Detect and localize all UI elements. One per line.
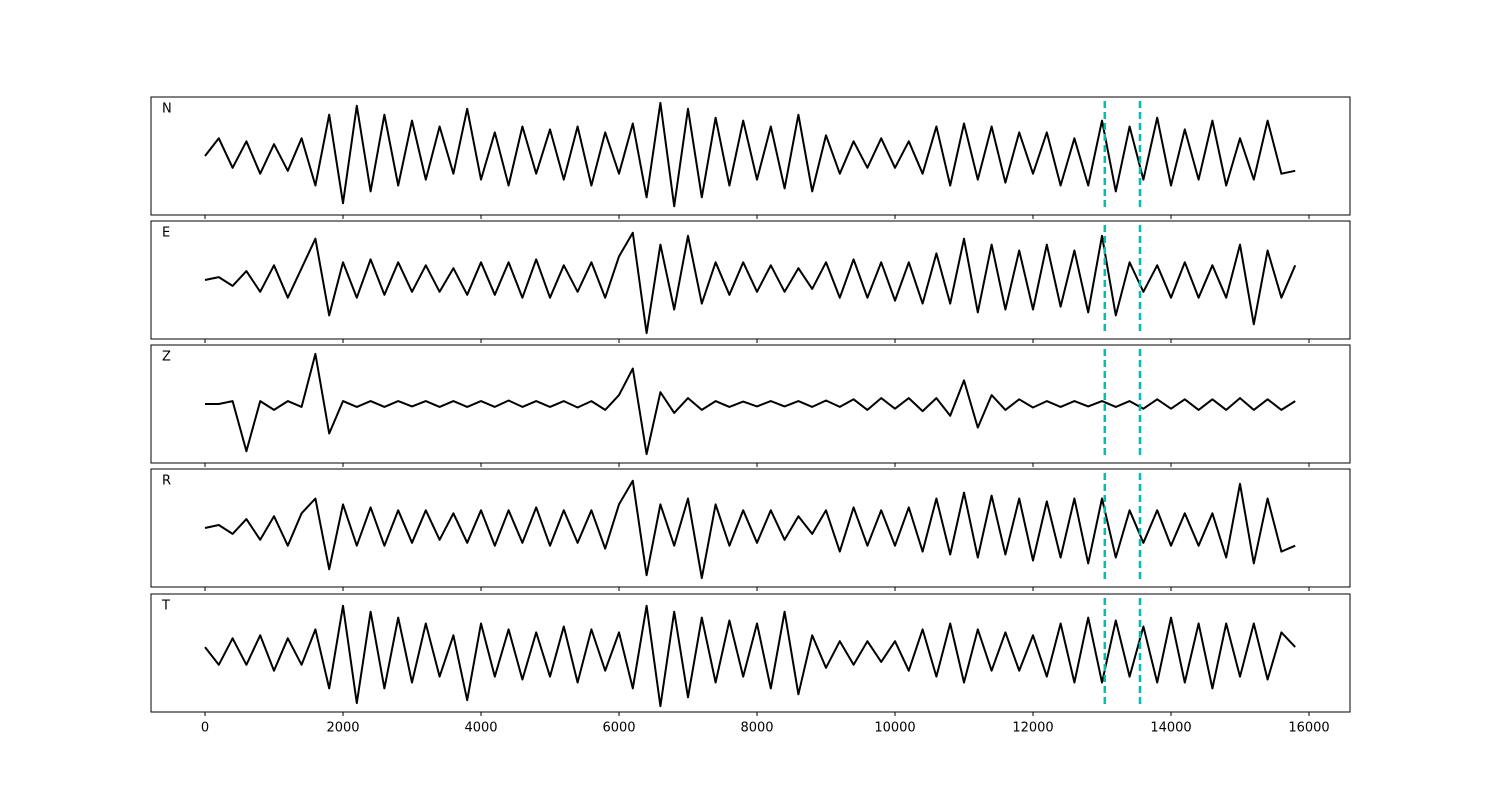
axes-border [150,593,1351,713]
x-tick-label: 10000 [874,721,915,736]
trace [205,352,1296,456]
channel-label: R [162,474,171,489]
x-tick-label: 14000 [1150,721,1191,736]
trace [204,479,1296,580]
axes-border [150,468,1351,588]
axes-border [150,344,1351,464]
channel-label: T [161,599,170,614]
axes-border [150,220,1351,340]
channel-label: N [162,102,172,117]
trace [204,604,1296,708]
x-tick-label: 2000 [326,721,359,736]
trace [204,231,1297,335]
channel-label: Z [162,350,171,365]
trace [204,101,1296,208]
x-tick-label: 12000 [1012,721,1053,736]
axes-frame [151,594,1350,712]
x-tick-label: 8000 [740,721,773,736]
x-tick-label: 6000 [602,721,635,736]
x-tick-label: 0 [201,721,209,736]
x-tick-label: 16000 [1288,721,1329,736]
axes-border [150,96,1351,216]
channel-label: E [162,226,170,241]
x-tick-label: 4000 [464,721,497,736]
